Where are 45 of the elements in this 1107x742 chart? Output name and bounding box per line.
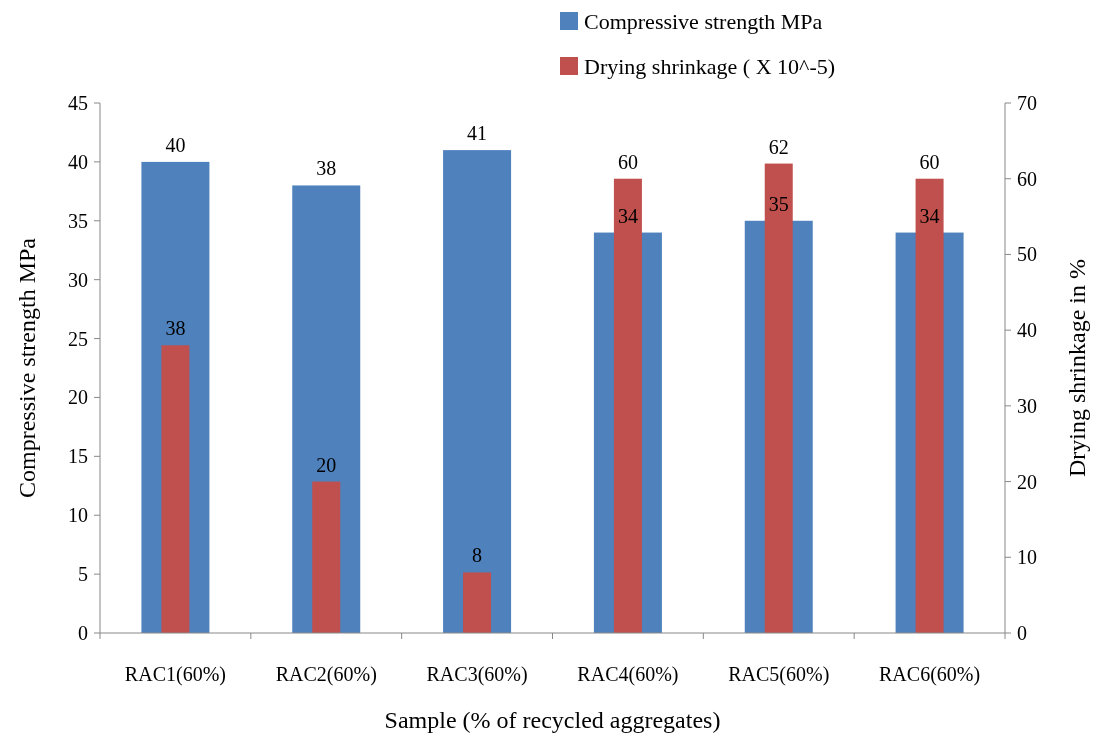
x-tick-label: RAC6(60%) [879, 663, 981, 686]
x-axis-title: Sample (% of recycled aggregates) [384, 707, 721, 733]
y-tick-label: 25 [68, 327, 88, 350]
bar [312, 481, 341, 633]
legend-label: Drying shrinkage ( X 10^-5) [584, 53, 836, 79]
y2-tick-label: 50 [1017, 243, 1037, 266]
bar [161, 345, 190, 633]
y2-tick-label: 30 [1017, 394, 1037, 417]
y2-tick-label: 0 [1017, 622, 1027, 644]
x-tick-label: RAC3(60%) [426, 663, 528, 686]
y-tick-label: 30 [68, 268, 88, 291]
y-tick-label: 15 [68, 445, 88, 468]
x-tick-label: RAC2(60%) [275, 663, 377, 686]
y-axis-title: Compressive strength MPa [14, 237, 40, 498]
x-tick-label: RAC4(60%) [577, 663, 679, 686]
y2-axis-title: Drying shrinkage in % [1064, 259, 1090, 477]
y-tick-label: 35 [68, 209, 88, 232]
y-tick-label: 20 [68, 386, 88, 409]
bar [463, 572, 492, 633]
y-tick-label: 45 [68, 92, 88, 114]
y-tick-label: 0 [78, 622, 88, 644]
data-label: 35 [768, 192, 789, 215]
y2-tick-label: 10 [1017, 546, 1037, 569]
data-label: 40 [165, 133, 186, 156]
data-label: 20 [316, 453, 337, 476]
data-label: 34 [617, 204, 638, 227]
y2-tick-label: 20 [1017, 470, 1037, 493]
y2-tick-label: 60 [1017, 167, 1037, 190]
y2-tick-label: 40 [1017, 319, 1037, 342]
data-label: 8 [472, 544, 483, 567]
data-label: 60 [617, 150, 638, 173]
y-tick-label: 5 [78, 563, 88, 586]
y-tick-label: 40 [68, 150, 88, 173]
y2-tick-label: 70 [1017, 92, 1037, 114]
y-tick-label: 10 [68, 504, 88, 527]
data-label: 60 [919, 150, 940, 173]
data-label: 41 [467, 122, 488, 145]
legend-label: Compressive strength MPa [584, 8, 823, 34]
data-label: 38 [165, 317, 186, 340]
data-label: 38 [316, 157, 337, 180]
data-label: 34 [919, 204, 940, 227]
x-tick-label: RAC1(60%) [124, 663, 226, 686]
bar [443, 150, 512, 633]
x-tick-label: RAC5(60%) [728, 663, 830, 686]
data-label: 62 [768, 135, 789, 158]
